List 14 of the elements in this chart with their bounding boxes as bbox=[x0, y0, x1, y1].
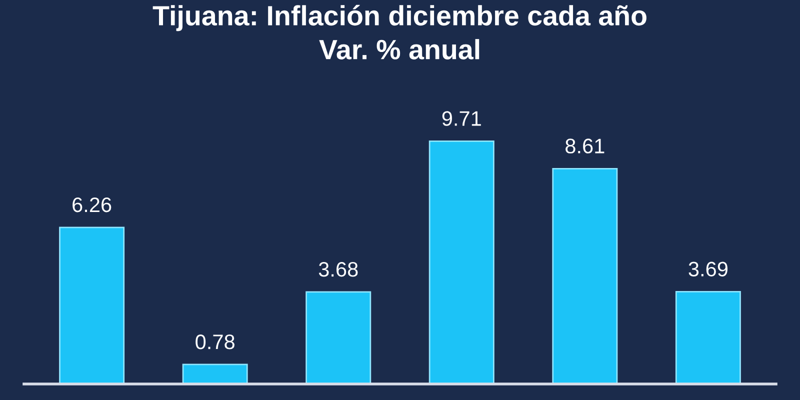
data-label: 3.69 bbox=[688, 262, 728, 276]
bar bbox=[59, 226, 125, 384]
bar bbox=[428, 140, 494, 384]
chart-title: Tijuana: Inflación diciembre cada año bbox=[152, 4, 646, 32]
data-label: 6.26 bbox=[72, 197, 112, 212]
bar bbox=[182, 364, 248, 384]
chart-subtitle: Var. % anual bbox=[319, 39, 480, 60]
data-label: 3.68 bbox=[318, 262, 358, 277]
bar bbox=[552, 168, 618, 384]
data-label: 0.78 bbox=[196, 334, 234, 350]
bar bbox=[306, 291, 372, 384]
bar bbox=[675, 291, 741, 384]
data-label: 9.71 bbox=[442, 111, 481, 126]
data-label: 8.61 bbox=[566, 138, 604, 154]
